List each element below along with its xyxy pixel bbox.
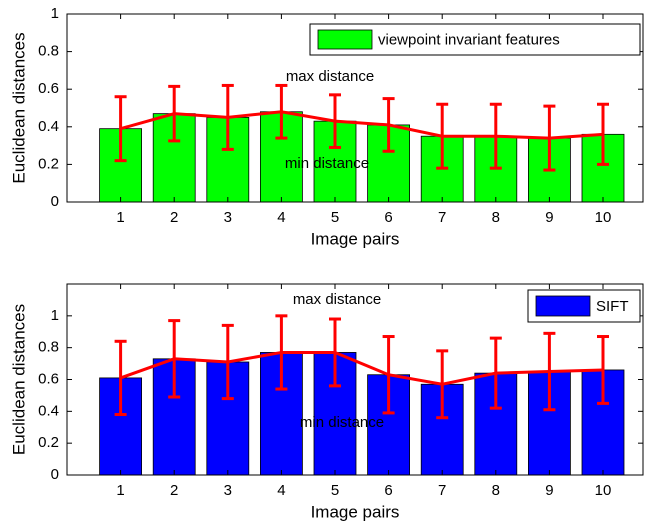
error-bar [543, 104, 556, 172]
annotation: min distance [285, 155, 369, 172]
x-tick-label: 1 [116, 209, 124, 226]
x-tick-label: 9 [545, 209, 553, 226]
x-tick-label: 2 [170, 482, 178, 499]
annotation: min distance [300, 414, 384, 431]
error-bar [597, 102, 609, 166]
y-tick-label: 1 [51, 5, 59, 22]
y-tick-label: 0 [51, 193, 59, 210]
error-bar [382, 335, 395, 415]
x-tick-label: 3 [224, 482, 232, 499]
x-tick-label: 6 [384, 209, 392, 226]
y-tick-label: 0 [51, 466, 59, 483]
axes-box [66, 13, 644, 203]
y-tick-label: 0.8 [38, 43, 59, 60]
x-tick-label: 8 [492, 482, 500, 499]
x-axis-title: Image pairs [311, 229, 400, 248]
error-bar [275, 314, 288, 391]
legend-swatch [535, 295, 591, 317]
error-bar [114, 95, 127, 163]
annotation: max distance [293, 291, 381, 308]
error-bar [114, 339, 127, 417]
legend-label: viewpoint invariant features [378, 31, 560, 48]
x-tick-label: 7 [438, 482, 446, 499]
annotation: max distance [286, 68, 374, 85]
error-bar [168, 84, 181, 143]
x-tick-label: 2 [170, 209, 178, 226]
y-tick-label: 0.2 [38, 155, 59, 172]
error-bar [329, 93, 341, 149]
x-tick-label: 5 [331, 209, 339, 226]
error-bar [221, 83, 234, 151]
x-tick-label: 8 [492, 209, 500, 226]
error-bar [221, 323, 234, 401]
x-tick-label: 6 [384, 482, 392, 499]
mean-line [120, 350, 604, 386]
error-bar [329, 317, 341, 388]
y-tick-label: 0.4 [38, 402, 59, 419]
error-bar [168, 319, 181, 399]
x-tick-label: 9 [545, 482, 553, 499]
x-axis-title: Image pairs [311, 502, 400, 521]
error-bar [436, 102, 449, 170]
error-bar [275, 83, 288, 140]
error-bar [543, 331, 556, 412]
axes-box [66, 283, 644, 476]
y-axis-title: Euclidean distances [9, 32, 28, 183]
error-bar [489, 102, 502, 170]
y-tick-label: 0.6 [38, 80, 59, 97]
x-tick-label: 3 [224, 209, 232, 226]
error-bar [597, 335, 609, 405]
error-bar [382, 97, 395, 153]
y-tick-label: 0.8 [38, 339, 59, 356]
x-tick-label: 4 [277, 209, 285, 226]
x-tick-label: 1 [116, 482, 124, 499]
y-tick-label: 1 [51, 307, 59, 324]
mean-line [120, 110, 604, 140]
x-tick-label: 10 [595, 209, 612, 226]
x-tick-label: 5 [331, 482, 339, 499]
y-tick-label: 0.4 [38, 118, 59, 135]
x-tick-label: 10 [595, 482, 612, 499]
y-tick-label: 0.6 [38, 370, 59, 387]
x-tick-label: 7 [438, 209, 446, 226]
y-axis-title: Euclidean distances [9, 304, 28, 455]
y-tick-label: 0.2 [38, 434, 59, 451]
error-bar [489, 336, 502, 410]
legend-label: SIFT [596, 298, 629, 315]
legend-swatch [317, 29, 373, 50]
x-tick-label: 4 [277, 482, 285, 499]
error-bar [436, 349, 449, 420]
